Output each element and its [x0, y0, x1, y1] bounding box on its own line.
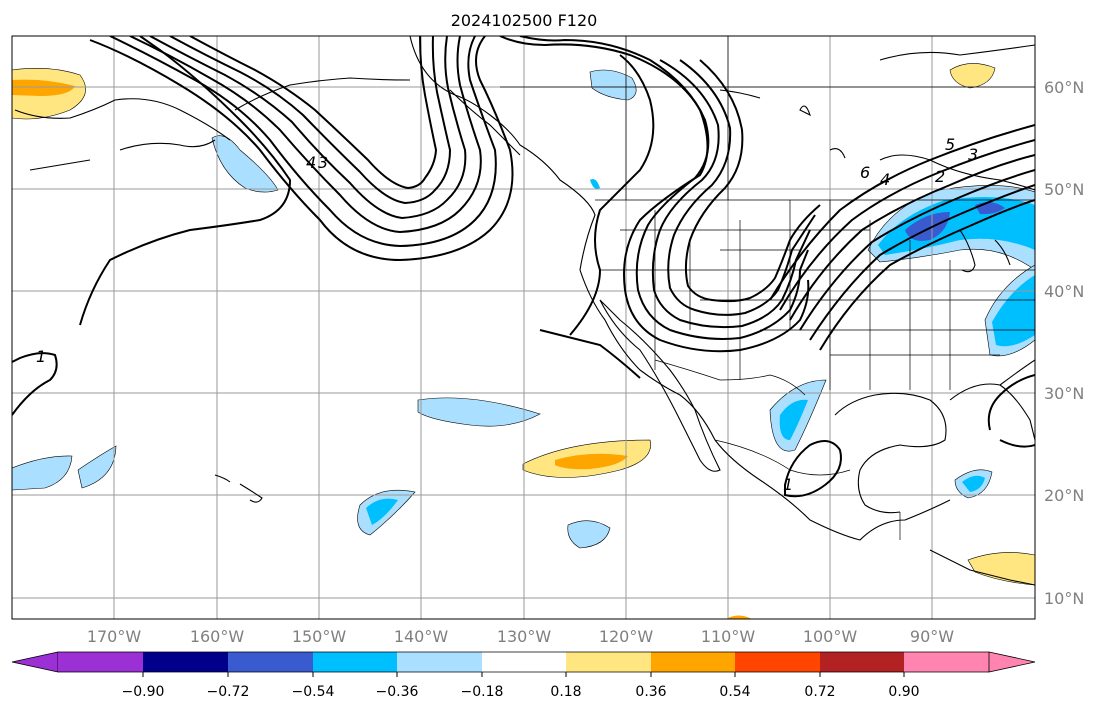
- negative-anomaly-region: [77, 445, 117, 489]
- colorbar-segment: [58, 652, 143, 672]
- colorbar-tick-label: −0.54: [292, 684, 335, 700]
- colorbar-segment: [904, 652, 989, 672]
- colorbar-segment: [228, 652, 313, 672]
- colorbar-segment: [397, 652, 482, 672]
- negative-anomaly-region: [567, 520, 611, 549]
- positive-anomaly-region: [967, 552, 1035, 586]
- contour-label: 2: [935, 167, 945, 186]
- lon-label: 140°W: [394, 627, 449, 646]
- contour-label: 3: [318, 153, 328, 172]
- positive-anomaly-core: [555, 453, 628, 470]
- lat-label: 50°N: [1044, 180, 1084, 199]
- negative-anomaly-region: [589, 69, 637, 101]
- positive-anomaly-core: [12, 79, 75, 96]
- colorbar-tick-label: 0.54: [719, 684, 750, 700]
- negative-anomaly-region: [417, 397, 541, 427]
- colorbar-segment: [482, 652, 566, 672]
- lon-label: 120°W: [599, 627, 654, 646]
- colorbar-tick-label: 0.36: [635, 684, 666, 700]
- positive-anomaly-region: [726, 615, 752, 619]
- map-title: 2024102500 F120: [451, 11, 598, 30]
- colorbar-tick-label: −0.72: [207, 684, 250, 700]
- latitude-labels: 60°N 50°N 40°N 30°N 20°N 10°N: [1044, 78, 1084, 608]
- map-frame: [11, 35, 1036, 620]
- coastlines: [14, 36, 1035, 586]
- colorbar: −0.90 −0.72 −0.54 −0.36 −0.18 0.18 0.36 …: [11, 651, 1036, 700]
- colorbar-tick-label: 0.72: [804, 684, 835, 700]
- colorbar-tick-label: −0.90: [122, 684, 165, 700]
- lon-label: 150°W: [292, 627, 347, 646]
- colorbar-ticks: [142, 672, 905, 677]
- negative-anomaly-region: [12, 455, 73, 491]
- longitude-labels: 170°W 160°W 150°W 140°W 130°W 120°W 110°…: [87, 627, 954, 646]
- map-panel: 1 3 4 6 5 3 2 4 1 60°N 50°N 40°N 30°N 20…: [11, 35, 1084, 646]
- contour-label: 4: [306, 153, 316, 172]
- political-borders: [500, 36, 1035, 540]
- contour-label: 4: [880, 170, 890, 189]
- anomaly-shading: [12, 63, 1035, 619]
- negative-anomaly-core: [992, 275, 1035, 347]
- lat-label: 40°N: [1044, 282, 1084, 301]
- positive-anomaly-region: [949, 63, 996, 89]
- colorbar-tick-label: 0.18: [550, 684, 581, 700]
- colorbar-tick-label: 0.90: [888, 684, 919, 700]
- lon-label: 160°W: [190, 627, 245, 646]
- lon-label: 90°W: [910, 627, 954, 646]
- negative-anomaly-core: [962, 475, 985, 492]
- lon-label: 110°W: [701, 627, 756, 646]
- contour-label: 1: [36, 347, 46, 366]
- lat-label: 30°N: [1044, 384, 1084, 403]
- graticule: [12, 36, 1035, 619]
- colorbar-segment: [651, 652, 735, 672]
- contour-label: 5: [945, 135, 955, 154]
- colorbar-segment: [566, 652, 651, 672]
- negative-anomaly-region: [590, 179, 600, 189]
- contour-labels: 1 3 4 6 5 3 2 4 1: [36, 135, 978, 494]
- colorbar-tick-label: −0.36: [376, 684, 419, 700]
- contour-label: 6: [860, 163, 870, 182]
- lat-label: 60°N: [1044, 78, 1084, 97]
- colorbar-low-extension: [11, 651, 59, 673]
- colorbar-tick-label: −0.18: [461, 684, 504, 700]
- colorbar-high-extension: [988, 651, 1036, 673]
- lon-label: 100°W: [803, 627, 858, 646]
- colorbar-segment: [820, 652, 904, 672]
- negative-anomaly-core: [366, 498, 398, 525]
- colorbar-segment: [735, 652, 820, 672]
- colorbar-segment: [143, 652, 228, 672]
- height-contours: [12, 36, 1035, 498]
- contour-label: 3: [968, 145, 978, 164]
- contour-label: 1: [783, 475, 793, 494]
- lat-label: 20°N: [1044, 486, 1084, 505]
- negative-anomaly-region: [211, 135, 279, 193]
- colorbar-segment: [313, 652, 397, 672]
- lat-label: 10°N: [1044, 589, 1084, 608]
- negative-anomaly-core: [779, 399, 808, 440]
- lon-label: 130°W: [497, 627, 552, 646]
- lon-label: 170°W: [87, 627, 142, 646]
